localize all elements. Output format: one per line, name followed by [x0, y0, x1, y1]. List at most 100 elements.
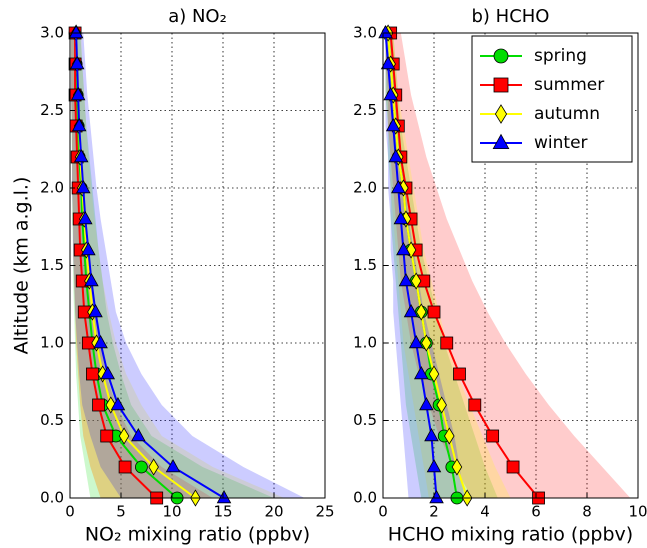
marker	[391, 179, 406, 194]
range-band	[385, 33, 465, 498]
marker	[100, 429, 114, 443]
x-tick-label: 0	[378, 503, 388, 521]
range-band	[71, 33, 305, 498]
marker	[451, 458, 463, 476]
y-tick-label: 2.5	[353, 101, 377, 119]
marker	[70, 86, 86, 101]
y-tick-label: 1.5	[40, 256, 64, 274]
y-tick-label: 1.0	[40, 334, 64, 352]
x-axis-label: HCHO mixing ratio (ppbv)	[388, 524, 633, 546]
x-tick-label: 25	[315, 503, 334, 521]
y-tick-label: 1.0	[353, 334, 377, 352]
y-tick-label: 0.5	[40, 411, 64, 429]
marker	[81, 241, 96, 256]
y-tick-label: 0.0	[40, 489, 64, 507]
marker	[494, 104, 508, 124]
marker	[486, 429, 500, 443]
marker	[100, 365, 116, 380]
x-tick-label: 15	[213, 503, 232, 521]
marker	[69, 55, 85, 70]
marker	[453, 367, 466, 381]
marker	[410, 272, 422, 290]
marker	[216, 489, 232, 504]
marker	[419, 396, 434, 411]
y-tick-label: 3.0	[353, 24, 377, 42]
marker	[429, 489, 444, 504]
marker	[444, 427, 455, 445]
marker	[383, 86, 398, 101]
marker	[427, 305, 441, 319]
marker	[426, 458, 442, 473]
marker	[393, 210, 409, 225]
marker	[468, 398, 482, 412]
series-line	[74, 33, 158, 499]
marker	[493, 77, 509, 93]
range-band	[385, 33, 511, 498]
series-line	[74, 32, 178, 499]
marker	[388, 148, 404, 163]
range-band	[71, 33, 213, 498]
x-tick-label: 0	[65, 503, 75, 521]
marker	[118, 427, 130, 445]
chart-title: b) HCHO	[472, 6, 550, 27]
marker	[403, 303, 419, 318]
marker	[75, 179, 91, 194]
marker	[428, 365, 440, 383]
marker	[492, 133, 510, 150]
marker	[93, 334, 108, 349]
marker	[131, 427, 146, 442]
marker	[86, 367, 99, 381]
marker	[421, 334, 432, 352]
y-tick-label: 2.0	[40, 179, 64, 197]
legend: spring summer autumn winter	[471, 35, 633, 163]
x-tick-label: 6	[531, 503, 541, 521]
marker	[88, 303, 103, 318]
marker	[134, 460, 148, 474]
range-band	[385, 33, 498, 498]
x-tick-label: 4	[480, 503, 490, 521]
x-axis-label: NO₂ mixing ratio (ppbv)	[85, 524, 310, 546]
marker	[84, 272, 99, 287]
y-tick-label: 3.0	[40, 24, 64, 42]
y-tick-label: 2.0	[353, 179, 377, 197]
legend-label: winter	[534, 133, 588, 153]
marker	[380, 55, 396, 70]
marker	[165, 458, 181, 473]
marker	[398, 272, 414, 287]
marker	[78, 210, 93, 225]
x-tick-label: 8	[582, 503, 592, 521]
series-line	[389, 32, 540, 499]
marker	[413, 365, 429, 380]
range-band	[385, 33, 631, 498]
marker	[73, 148, 89, 163]
x-tick-label: 20	[264, 503, 283, 521]
y-tick-label: 0.5	[353, 411, 377, 429]
marker	[148, 458, 159, 476]
series-line	[75, 32, 225, 499]
marker	[92, 398, 105, 412]
marker	[385, 117, 401, 132]
marker	[506, 460, 520, 474]
x-tick-label: 5	[116, 503, 126, 521]
series-line	[387, 32, 469, 499]
marker	[68, 24, 84, 39]
marker	[415, 303, 427, 321]
marker	[396, 241, 411, 256]
chart-title: a) NO₂	[168, 6, 227, 27]
y-tick-label: 1.5	[353, 256, 377, 274]
y-tick-label: 0.0	[353, 489, 377, 507]
series-line	[384, 32, 438, 499]
legend-label: autumn	[534, 104, 600, 124]
marker	[378, 24, 393, 39]
legend-label: spring	[534, 46, 587, 66]
legend-label: summer	[534, 75, 604, 95]
marker	[118, 460, 132, 474]
marker	[71, 117, 87, 132]
marker	[436, 396, 447, 414]
x-tick-label: 10	[628, 503, 647, 521]
marker	[424, 427, 439, 442]
x-tick-label: 10	[162, 503, 181, 521]
marker	[493, 48, 509, 64]
range-band	[71, 33, 275, 498]
